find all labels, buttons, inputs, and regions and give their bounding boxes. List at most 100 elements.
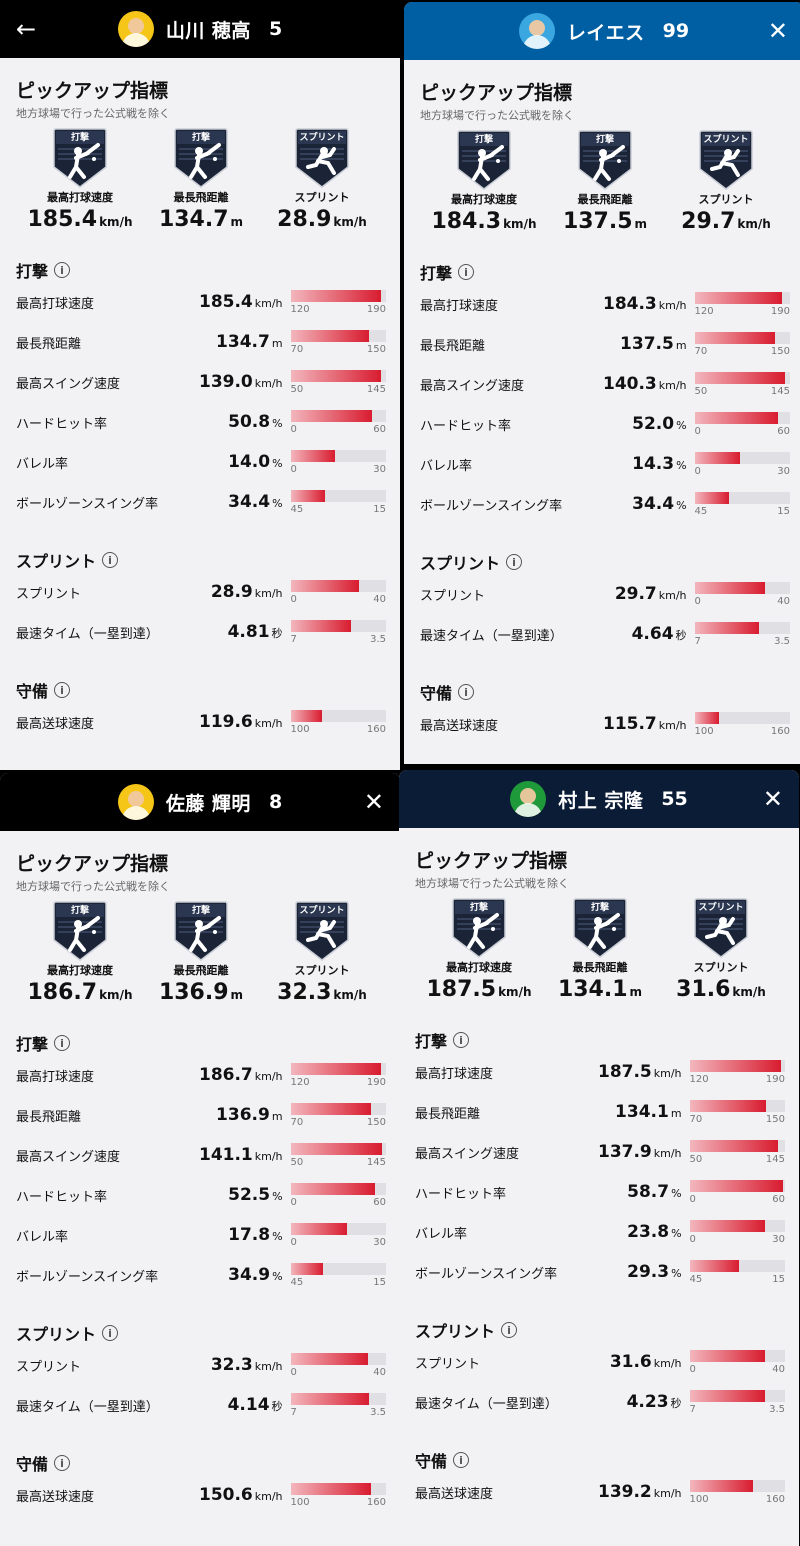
scale-max: 145 — [765, 1153, 785, 1165]
metric-unit: % — [272, 417, 283, 430]
metric-number: 137.9 — [597, 1142, 652, 1162]
metric-bar: 45 15 — [290, 489, 386, 515]
category-title: 守備 — [16, 1455, 49, 1474]
metric-unit: km/h — [658, 299, 687, 312]
back-arrow-icon[interactable]: ← — [16, 15, 37, 43]
metric-value: 29.7 km/h — [589, 584, 687, 604]
close-icon[interactable]: ✕ — [762, 785, 783, 813]
metric-row: 最速タイム（一塁到達） 4.64 秒 7 3.5 — [420, 614, 790, 654]
metric-label: スプリント — [16, 1359, 82, 1375]
metric-label: ボールゾーンスイング率 — [420, 498, 563, 514]
sprint-badge-icon — [295, 901, 349, 961]
bar-scale: 0 40 — [291, 1367, 386, 1378]
metric-bar: 0 60 — [689, 1179, 785, 1205]
metric-row: ボールゾーンスイング率 29.3% 45 15 — [415, 1252, 785, 1292]
scale-max: 60 — [772, 1193, 785, 1205]
bar-fill — [689, 1479, 753, 1492]
pickup-note: 地方球場で行った公式戦を除く — [420, 109, 574, 122]
pickup-card: 打撃 最長飛距離 134.7 m — [141, 127, 261, 232]
metric-label: 最高打球速度 — [16, 1069, 95, 1085]
metric-unit: km/h — [653, 1487, 682, 1500]
info-icon[interactable]: i — [506, 554, 523, 570]
info-icon[interactable]: i — [54, 1455, 71, 1471]
metric-number: 184.3 — [602, 294, 657, 314]
scale-min: 0 — [689, 1233, 696, 1245]
bar-track — [689, 1259, 785, 1272]
metric-bar: 50 145 — [290, 369, 386, 395]
close-icon[interactable]: ✕ — [363, 788, 384, 816]
bar-fill — [689, 1389, 765, 1402]
bar-track — [290, 289, 386, 302]
bar-fill — [290, 1482, 371, 1495]
info-icon[interactable]: i — [54, 1035, 71, 1051]
pickup-number: 134.1 — [557, 977, 628, 1002]
player-info: 山川 穂高 5 — [117, 11, 282, 47]
batting-badge-icon — [452, 898, 506, 958]
scale-min: 0 — [290, 593, 297, 605]
bar-fill — [694, 581, 766, 594]
pickup-unit: m — [634, 217, 648, 231]
info-icon[interactable]: i — [501, 1322, 518, 1338]
bar-track — [290, 489, 386, 502]
scale-min: 100 — [689, 1493, 709, 1505]
scale-min: 70 — [290, 343, 304, 355]
info-icon[interactable]: i — [453, 1032, 470, 1048]
metric-number: 4.14 — [227, 1395, 270, 1415]
pickup-value: 187.5 km/h — [426, 977, 531, 1002]
close-icon[interactable]: ✕ — [767, 17, 788, 45]
bar-fill — [290, 1222, 347, 1235]
metric-row: 最高送球速度 150.6 km/h 100 160 — [16, 1475, 386, 1515]
bar-fill — [290, 289, 382, 302]
metric-bar: 0 60 — [694, 411, 790, 437]
bar-track — [290, 329, 386, 342]
scale-max: 40 — [772, 1363, 785, 1375]
info-icon[interactable]: i — [458, 684, 475, 700]
bar-fill — [694, 331, 775, 344]
scale-min: 7 — [694, 635, 701, 647]
bar-scale: 0 30 — [690, 1234, 785, 1245]
metric-row: ハードヒット率 58.7% 0 60 — [415, 1172, 785, 1212]
metric-bar: 100 160 — [689, 1479, 785, 1505]
metric-unit: km/h — [254, 1150, 283, 1163]
pickup-unit: km/h — [99, 988, 133, 1002]
metric-number: 34.4 — [228, 492, 271, 512]
info-icon[interactable]: i — [453, 1452, 470, 1468]
info-icon[interactable]: i — [54, 682, 71, 698]
metric-bar: 0 30 — [694, 451, 790, 477]
bar-track — [290, 1062, 386, 1075]
category-title: スプリント — [16, 1325, 97, 1344]
metric-bar: 120 190 — [290, 289, 386, 315]
metric-unit: % — [676, 459, 687, 472]
category-heading: 守備 i — [415, 1448, 785, 1472]
info-icon[interactable]: i — [102, 552, 119, 568]
metric-bar: 7 3.5 — [290, 1392, 386, 1418]
pickup-unit: km/h — [333, 215, 367, 229]
info-icon[interactable]: i — [458, 264, 475, 280]
player-number: 99 — [662, 20, 690, 42]
bar-scale: 120 190 — [695, 306, 790, 317]
metric-number: 58.7 — [627, 1182, 670, 1202]
pickup-number: 185.4 — [27, 207, 98, 232]
metric-value: 119.6 km/h — [185, 712, 283, 732]
category-title: 打撃 — [420, 264, 453, 283]
metric-bar: 45 15 — [290, 1262, 386, 1288]
metric-value: 52.0% — [589, 414, 686, 434]
pickup-number: 187.5 — [426, 977, 497, 1002]
metric-bar: 0 30 — [290, 1222, 386, 1248]
metric-value: 28.9 km/h — [185, 582, 283, 602]
metric-row: 最長飛距離 134.7 m 70 150 — [16, 322, 386, 362]
metric-value: 139.0 km/h — [185, 372, 283, 392]
info-icon[interactable]: i — [54, 262, 71, 278]
metric-label: 最高スイング速度 — [415, 1146, 520, 1162]
bar-track — [694, 291, 790, 304]
metric-unit: km/h — [658, 719, 687, 732]
scale-max: 15 — [777, 505, 790, 517]
pickup-card: 打撃 最長飛距離 137.5 m — [545, 129, 665, 234]
category-title: スプリント — [415, 1322, 496, 1341]
metric-row: 最速タイム（一塁到達） 4.14 秒 7 3.5 — [16, 1385, 386, 1425]
metric-row: スプリント 28.9 km/h 0 40 — [16, 572, 386, 612]
metric-label: 最高送球速度 — [16, 716, 95, 732]
info-icon[interactable]: i — [102, 1325, 119, 1341]
pickup-value: 28.9 km/h — [277, 207, 367, 232]
player-info: 村上 宗隆 55 — [510, 781, 688, 817]
